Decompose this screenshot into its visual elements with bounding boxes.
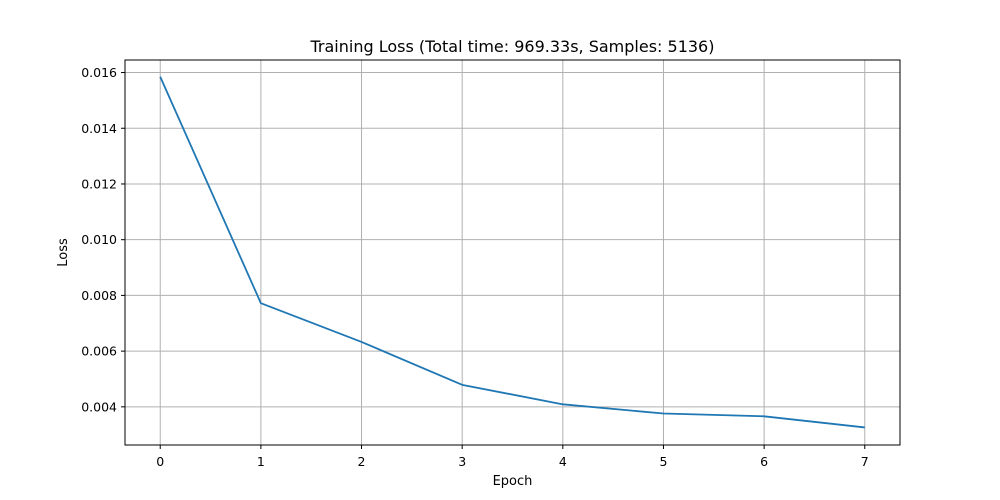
tick-labels: 0 1 2 3 4 5 6 7 0.004 0.006 0.008 0.010 0.012 0.014 0.…	[81, 65, 869, 469]
x-tick-label: 1	[257, 454, 265, 469]
x-tick-label: 6	[760, 454, 768, 469]
y-tick-label: 0.008	[81, 288, 117, 303]
x-tick-label: 5	[659, 454, 667, 469]
loss-line	[159, 76, 865, 429]
y-tick-label: 0.014	[81, 121, 117, 136]
x-axis-label: Epoch	[493, 474, 533, 489]
grid-lines	[125, 60, 900, 445]
axes-frame	[124, 59, 901, 446]
y-tick-label: 0.006	[81, 344, 117, 359]
x-tick-label: 4	[559, 454, 567, 469]
y-tick-label: 0.010	[81, 232, 117, 247]
tick-marks	[121, 72, 866, 449]
y-tick-label: 0.016	[81, 65, 117, 80]
chart-title: Training Loss (Total time: 969.33s, Samp…	[310, 37, 715, 56]
y-tick-label: 0.012	[81, 176, 117, 191]
series-layer	[159, 76, 865, 429]
y-axis-label: Loss	[56, 238, 71, 267]
x-tick-label: 2	[358, 454, 366, 469]
x-tick-label: 7	[861, 454, 869, 469]
x-tick-label: 0	[156, 454, 164, 469]
x-tick-label: 3	[458, 454, 466, 469]
y-tick-label: 0.004	[81, 399, 117, 414]
